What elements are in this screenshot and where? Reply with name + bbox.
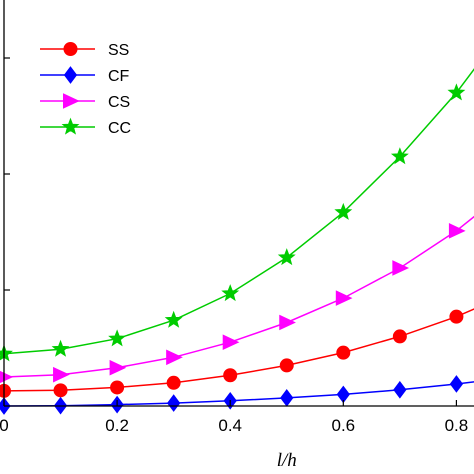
data-point-cs [166,349,183,366]
series-layer [0,68,474,415]
legend-marker-cs [63,93,80,109]
data-point-cc [334,202,353,220]
data-point-cs [335,290,353,306]
x-tick-label: 0.6 [331,416,355,435]
x-tick-label: 0.2 [105,416,129,435]
series-line-cf [3,381,474,407]
data-point-ss [223,368,238,383]
series-cs [0,215,474,384]
data-point-cf [167,394,181,412]
x-tick-label: 0.8 [445,416,469,435]
series-line-cs [3,215,474,378]
data-point-ss [449,309,464,324]
legend-marker-cf [63,66,78,84]
legend-label-ss: SS [108,42,129,59]
data-point-cc [51,339,70,357]
x-axis-title: l/h [277,450,297,471]
data-point-cf [393,380,407,399]
data-point-cc [277,248,296,266]
data-point-ss [0,383,11,398]
legend-label-cs: CS [108,94,130,111]
x-tick-label: 0 [0,416,9,435]
legend-marker-cc [61,117,80,135]
data-point-cc [447,83,466,101]
data-point-cc [164,310,183,328]
legend-item-cf: CF [40,66,130,85]
data-point-cs [0,370,14,384]
series-cf [0,375,474,415]
legend-label-cc: CC [108,120,131,137]
legend-item-ss: SS [40,42,129,59]
data-point-cf [449,375,464,393]
data-point-cs [279,314,296,331]
data-point-ss [279,358,294,373]
data-point-cs [392,260,410,276]
legend-item-cc: CC [40,117,131,137]
axes-layer: 0 0.2 0.4 0.6 0.8 [0,0,474,435]
legend-label-cf: CF [108,68,130,85]
data-point-cc [0,344,13,362]
data-point-cf [280,389,294,407]
data-point-cs [109,359,127,376]
data-point-ss [336,345,351,360]
data-point-cc [390,147,409,165]
legend-marker-ss [63,42,78,56]
data-point-cc [108,329,127,347]
series-line-cc [3,68,474,355]
data-point-ss [392,329,407,344]
data-point-cs [53,366,70,383]
x-tick-label: 0.4 [218,416,242,435]
data-point-cs [448,223,466,239]
data-point-cc [221,284,240,302]
data-point-cs [222,334,240,350]
legend: SS CF CS CC [40,42,131,137]
legend-item-cs: CS [40,93,130,111]
data-point-ss [53,383,68,398]
data-point-ss [110,380,125,395]
series-line-ss [3,308,474,392]
series-ss [0,308,474,398]
data-point-ss [166,375,181,390]
